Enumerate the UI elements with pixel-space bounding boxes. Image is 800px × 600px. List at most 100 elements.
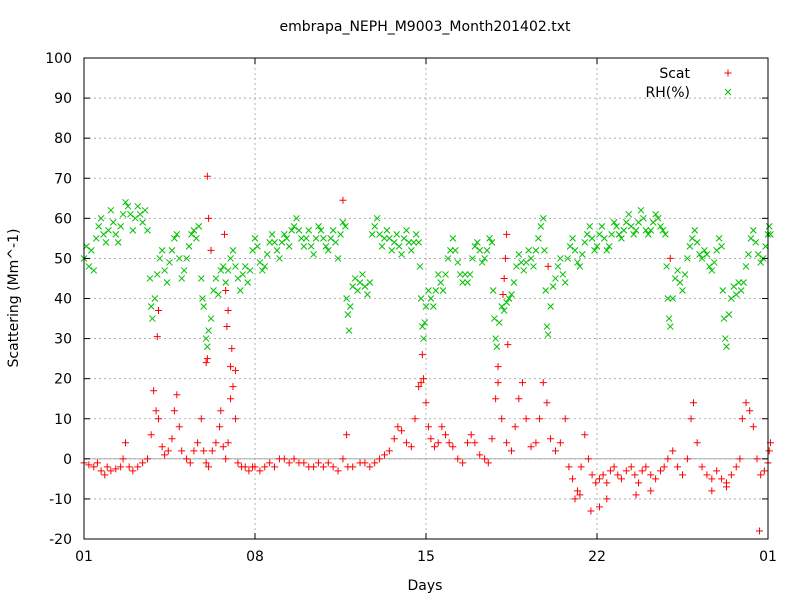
rh-point xyxy=(684,255,691,262)
rh-point xyxy=(400,235,408,242)
rh-point xyxy=(593,243,601,250)
scat-point xyxy=(703,471,711,479)
rh-point xyxy=(90,267,98,274)
rh-point xyxy=(317,227,325,234)
scat-point xyxy=(339,196,347,204)
rh-point xyxy=(122,198,129,206)
rh-point xyxy=(544,331,552,338)
rh-point xyxy=(207,315,215,322)
scat-point xyxy=(339,455,347,463)
rh-point xyxy=(752,239,760,246)
scat-point xyxy=(231,415,239,423)
rh-point xyxy=(765,222,773,230)
scat-point xyxy=(438,423,446,431)
scat-point xyxy=(674,463,682,471)
rh-point xyxy=(488,239,496,246)
chart-title: embrapa_NEPH_M9003_Month201402.txt xyxy=(280,19,571,35)
rh-point xyxy=(600,235,608,242)
scat-point xyxy=(300,459,308,467)
scat-point xyxy=(647,471,655,479)
rh-point xyxy=(129,227,137,234)
rh-point xyxy=(373,214,381,222)
rh-point xyxy=(124,202,132,210)
y-tick-label: 70 xyxy=(54,171,72,187)
scat-point xyxy=(349,463,357,471)
rh-point xyxy=(146,275,154,282)
rh-point xyxy=(390,239,398,246)
data-points xyxy=(80,172,774,535)
scat-point xyxy=(380,451,388,459)
rh-point xyxy=(212,275,220,282)
scat-point xyxy=(329,463,337,471)
rh-point xyxy=(469,255,476,262)
scat-point xyxy=(755,527,763,535)
rh-point xyxy=(456,271,464,278)
rh-point xyxy=(421,319,429,326)
scat-point xyxy=(290,455,298,463)
scat-point xyxy=(543,399,551,407)
rh-point xyxy=(342,222,349,230)
scat-point xyxy=(713,467,721,475)
rh-point xyxy=(378,243,386,250)
rh-point xyxy=(708,267,716,274)
rh-point xyxy=(681,271,689,278)
scat-point xyxy=(749,423,757,431)
rh-point xyxy=(659,227,667,234)
rh-point xyxy=(530,263,537,270)
rh-point xyxy=(610,218,618,226)
rh-point xyxy=(300,243,308,250)
scat-point xyxy=(97,467,105,475)
rh-point xyxy=(200,303,208,310)
rh-point xyxy=(571,247,579,254)
scat-point xyxy=(445,439,453,447)
scat-point xyxy=(484,459,492,467)
scat-point xyxy=(627,463,635,471)
scat-point xyxy=(200,447,208,455)
rh-point xyxy=(666,323,674,330)
rh-point xyxy=(630,231,637,238)
rh-point xyxy=(107,206,115,214)
scat-point xyxy=(208,447,216,455)
scat-point xyxy=(603,479,611,487)
scat-point xyxy=(511,423,519,431)
rh-point xyxy=(625,210,633,218)
rh-point xyxy=(151,295,159,302)
scat-point xyxy=(617,475,625,483)
rh-point xyxy=(185,243,193,250)
scat-point xyxy=(434,439,442,447)
rh-point xyxy=(361,283,369,290)
scat-point xyxy=(561,415,569,423)
scat-point xyxy=(117,463,125,471)
scat-point xyxy=(464,439,472,447)
scat-point xyxy=(501,254,509,262)
rh-point xyxy=(542,287,550,294)
rh-point xyxy=(324,247,332,254)
rh-point xyxy=(615,231,623,238)
rh-point xyxy=(693,239,701,246)
scat-point xyxy=(515,395,523,403)
scat-point xyxy=(411,415,419,423)
rh-point xyxy=(310,251,317,258)
rh-point xyxy=(735,279,743,286)
scat-point xyxy=(584,455,592,463)
x-tick-label: 08 xyxy=(246,549,264,565)
rh-point xyxy=(432,287,440,294)
scat-point xyxy=(518,379,526,387)
rh-point xyxy=(334,255,342,262)
rh-point xyxy=(588,235,596,242)
scat-point xyxy=(522,415,530,423)
scat-point xyxy=(371,459,379,467)
rh-point xyxy=(603,247,611,254)
y-tick-label: 0 xyxy=(63,452,72,468)
scat-point xyxy=(632,491,640,499)
scat-point xyxy=(508,447,515,455)
scat-point xyxy=(217,407,225,415)
rh-point xyxy=(703,251,711,258)
scat-point xyxy=(494,379,502,387)
scat-point xyxy=(229,383,237,391)
scat-point xyxy=(376,455,384,463)
scat-point xyxy=(746,407,754,415)
rh-point xyxy=(757,259,765,266)
y-tick-label: -10 xyxy=(49,492,72,508)
rh-point xyxy=(415,239,423,246)
